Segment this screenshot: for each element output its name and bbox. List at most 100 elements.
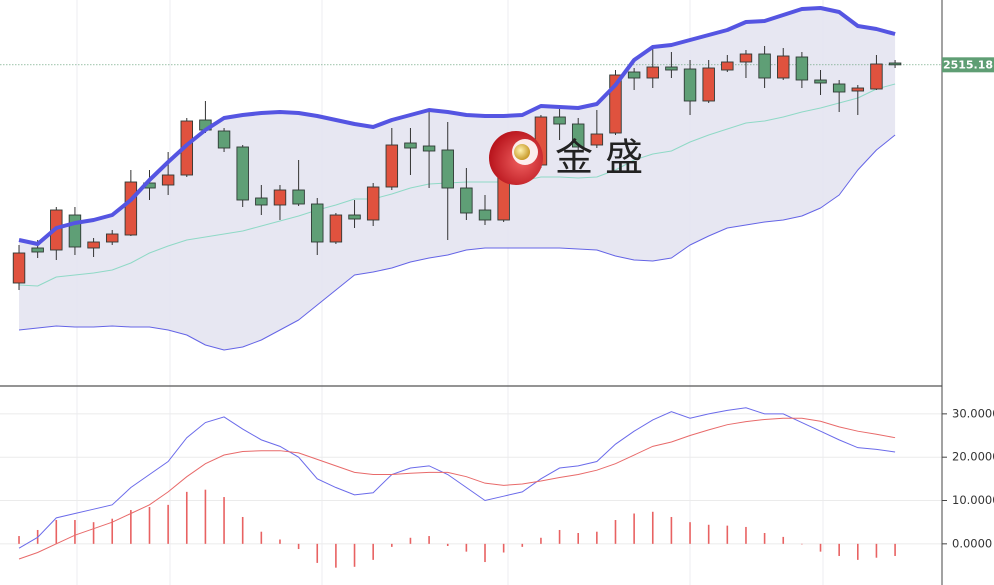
bollinger-line (18, 134, 896, 351)
macd-histogram-bar (241, 516, 244, 544)
macd-histogram-bar (857, 543, 859, 560)
candle-body (460, 187, 473, 214)
candle-body (683, 68, 697, 102)
macd-histogram-bar (260, 531, 263, 544)
macd-histogram-bar (204, 489, 207, 544)
candle-body (273, 189, 287, 206)
candle-body (161, 174, 175, 186)
candle-body (571, 123, 585, 148)
candle-body (311, 203, 324, 243)
candle-body (832, 83, 846, 93)
candle-body (385, 144, 399, 188)
candle-body (627, 71, 641, 79)
macd-histogram-bar (428, 536, 430, 544)
macd-histogram-bar (558, 529, 561, 544)
candle-body (255, 197, 268, 206)
macd-histogram-bar (297, 543, 300, 550)
logo-coin (514, 144, 530, 160)
macd-histogram-bar (651, 511, 654, 544)
candle-body (721, 61, 734, 71)
macd-histogram-bar (875, 543, 878, 558)
macd-histogram-bar (353, 543, 356, 567)
candle-body (851, 87, 865, 92)
candle-body (441, 149, 454, 189)
watermark-text: 金 盛 (555, 136, 643, 180)
candle-body (87, 241, 100, 249)
last-price-marker (942, 57, 994, 73)
macd-histogram-bar (55, 520, 58, 544)
candle-body (68, 214, 82, 248)
candle-body (31, 247, 44, 253)
y-tick-label: 30.0000 (952, 406, 994, 420)
macd-histogram-bar (633, 513, 635, 544)
macd-histogram-bar (689, 522, 691, 544)
macd-histogram-bar (819, 543, 822, 552)
macd-histogram-bar (707, 524, 710, 544)
macd-panel (0, 407, 942, 568)
candle-body (553, 116, 566, 125)
macd-histogram-bar (148, 507, 151, 544)
macd-histogram-bar (335, 543, 337, 568)
macd-histogram-bar (745, 526, 747, 544)
candle-body (609, 74, 622, 134)
macd-histogram-bar (763, 533, 766, 544)
bollinger-line (18, 6, 896, 246)
macd-histogram-bar (596, 531, 598, 544)
candle-body (404, 142, 417, 149)
macd-histogram-bar (540, 537, 542, 544)
bollinger-line (18, 83, 896, 287)
candle-body (888, 62, 902, 66)
candle-body (366, 186, 380, 221)
macd-histogram-bar (465, 543, 468, 552)
macd-histogram-bar (670, 516, 673, 544)
candle-body (329, 214, 343, 243)
candle-body (236, 146, 249, 201)
macd-histogram-bar (614, 520, 617, 544)
macd-histogram-bar (801, 543, 803, 545)
y-tick-label: 20.0000 (952, 450, 994, 464)
candle-body (124, 181, 138, 236)
candle-body (795, 56, 809, 81)
candle-body (590, 133, 604, 146)
candle-body (292, 189, 305, 205)
macd-histogram-bar (18, 536, 20, 544)
macd-line (18, 417, 896, 560)
candle-body (12, 252, 26, 284)
y-tick-label: 10.0000 (952, 493, 994, 507)
candle-body (348, 214, 361, 220)
macd-histogram-bar (223, 497, 225, 544)
macd-histogram-bar (409, 537, 412, 544)
candle-body (665, 66, 678, 71)
candle-body (217, 130, 231, 149)
macd-histogram-bar (111, 518, 114, 544)
price-panel (0, 8, 942, 351)
y-tick-label: 0.0000 (952, 536, 992, 550)
candle-body (702, 67, 715, 102)
macd-histogram-bar (484, 543, 486, 563)
macd-histogram-bar (74, 520, 76, 544)
watermark: 金 盛 (489, 131, 643, 185)
candle-body (814, 79, 827, 84)
macd-histogram-bar (167, 504, 169, 544)
macd-histogram-bar (185, 491, 188, 544)
macd-histogram-bar (502, 543, 505, 553)
candle-body (870, 63, 883, 90)
macd-histogram-bar (279, 539, 281, 544)
macd-histogram-bar (894, 543, 896, 556)
macd-histogram-bar (316, 543, 319, 563)
bollinger-band-fill (19, 8, 896, 350)
candle-body (105, 233, 119, 243)
candle-body (777, 55, 790, 79)
macd-histogram-bar (130, 510, 132, 544)
macd-histogram-bar (521, 543, 524, 547)
candle-body (478, 209, 492, 221)
macd-histogram-bar (372, 543, 374, 560)
last-price-label: 2515.18 (943, 58, 993, 71)
candle-body (758, 53, 771, 79)
candle-body (646, 66, 659, 79)
candle-body (422, 145, 436, 152)
macd-histogram-bar (446, 543, 449, 547)
macd-line (18, 407, 896, 549)
macd-histogram-bar (577, 533, 580, 544)
